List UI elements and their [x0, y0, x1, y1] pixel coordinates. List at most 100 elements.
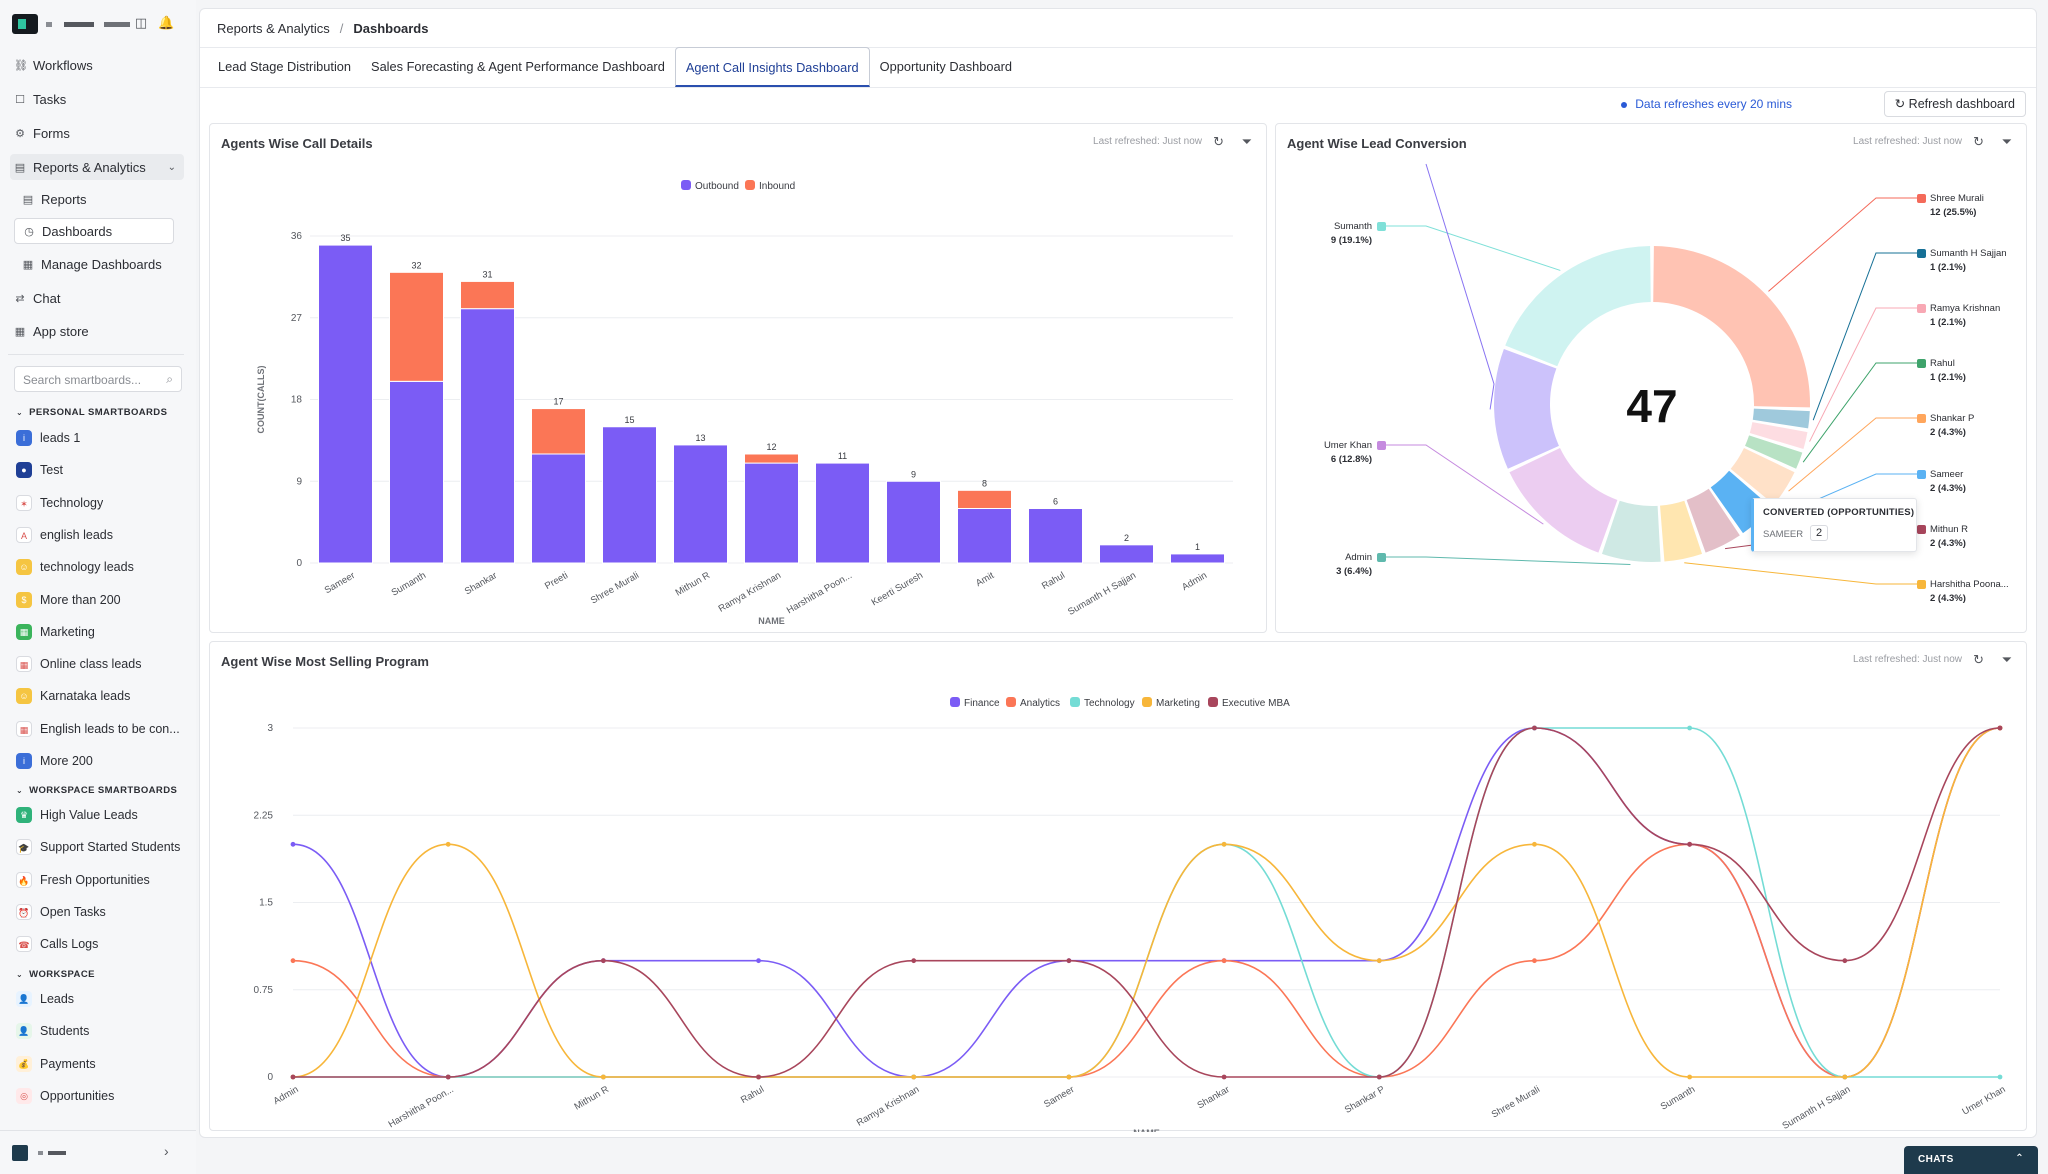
smartboard-search-input[interactable]: Search smartboards... ⌕ — [14, 366, 182, 392]
personal-smartboards-heading[interactable]: ⌄ PERSONAL SMARTBOARDS — [16, 407, 167, 418]
nav-chat[interactable]: ⇄ Chat — [14, 285, 184, 311]
data-point[interactable] — [1221, 1074, 1227, 1080]
workspace-smartboard-item[interactable]: 🔥 Fresh Opportunities — [16, 868, 186, 892]
refresh-dashboard-button[interactable]: ↻ Refresh dashboard — [1883, 91, 2026, 117]
donut-slice[interactable] — [1653, 246, 1810, 408]
data-point[interactable] — [290, 841, 296, 847]
nav-forms[interactable]: ⚙ Forms — [14, 120, 184, 146]
data-point[interactable] — [1532, 725, 1537, 731]
nav-tasks[interactable]: ☐ Tasks — [14, 86, 184, 112]
tab-lead-stage-distribution[interactable]: Lead Stage Distribution — [218, 59, 352, 74]
bar-inbound[interactable] — [460, 280, 515, 310]
personal-smartboard-item[interactable]: ▦ Marketing — [16, 620, 186, 644]
workspace-smartboard-item[interactable]: ♛ High Value Leads — [16, 803, 186, 827]
bar-outbound[interactable] — [1028, 508, 1083, 564]
personal-smartboard-item[interactable]: i leads 1 — [16, 426, 186, 450]
data-point[interactable] — [1376, 958, 1382, 964]
bar-outbound[interactable] — [744, 462, 799, 564]
data-point[interactable] — [911, 1074, 917, 1080]
data-point[interactable] — [756, 958, 761, 964]
bar-outbound[interactable] — [1170, 553, 1225, 564]
bar-outbound[interactable] — [957, 508, 1012, 564]
bar-inbound[interactable] — [744, 453, 799, 464]
tab-agent-call-insights[interactable]: Agent Call Insights Dashboard — [674, 47, 870, 87]
personal-smartboard-item[interactable]: ● Test — [16, 458, 186, 482]
data-point[interactable] — [1687, 841, 1693, 847]
chats-widget[interactable]: CHATS ⌃ — [1904, 1146, 2038, 1174]
personal-smartboard-item[interactable]: $ More than 200 — [16, 588, 186, 612]
filter-icon[interactable]: ⏷ — [1241, 134, 1252, 149]
app-logo[interactable] — [12, 14, 38, 34]
data-point[interactable] — [445, 1074, 451, 1080]
workspace-smartboard-item[interactable]: 🎓 Support Started Students — [16, 835, 186, 859]
workspace-smartboard-item[interactable]: ⏰ Open Tasks — [16, 900, 186, 924]
donut-slice[interactable] — [1752, 408, 1810, 429]
data-point[interactable] — [1532, 841, 1537, 847]
bar-inbound[interactable] — [957, 489, 1012, 510]
personal-smartboard-item[interactable]: i More 200 — [16, 749, 186, 773]
legend-swatch[interactable] — [681, 180, 691, 190]
refresh-icon[interactable]: ↻ — [1973, 652, 1984, 667]
breadcrumb-parent[interactable]: Reports & Analytics — [217, 21, 330, 36]
chevron-down-icon[interactable]: ⌄ — [167, 161, 176, 173]
filter-icon[interactable]: ⏷ — [2001, 134, 2012, 149]
nav-workflows[interactable]: ⛓ Workflows — [14, 52, 184, 78]
nav-manage-dashboards[interactable]: ▦ Manage Dashboards — [22, 251, 182, 277]
data-point[interactable] — [1221, 841, 1227, 847]
donut-slice[interactable] — [1494, 348, 1559, 469]
bar-inbound[interactable] — [531, 408, 586, 455]
data-point[interactable] — [600, 1074, 606, 1080]
data-point[interactable] — [1687, 725, 1693, 731]
data-point[interactable] — [1997, 725, 2003, 731]
workspace-item[interactable]: ◎ Opportunities — [16, 1084, 186, 1108]
personal-smartboard-item[interactable]: ☺ Karnataka leads — [16, 684, 186, 708]
user-footer[interactable]: › — [0, 1130, 196, 1174]
legend-swatch[interactable] — [1070, 697, 1080, 707]
data-point[interactable] — [1842, 958, 1848, 964]
bar-outbound[interactable] — [815, 462, 870, 564]
data-point[interactable] — [1066, 1074, 1072, 1080]
bar-outbound[interactable] — [602, 426, 657, 564]
personal-smartboard-item[interactable]: ☺ technology leads — [16, 555, 186, 579]
personal-smartboard-item[interactable]: ✶ Technology — [16, 491, 186, 515]
workspace-item[interactable]: 💰 Payments — [16, 1052, 186, 1076]
data-point[interactable] — [1997, 1074, 2003, 1080]
data-point[interactable] — [290, 1074, 296, 1080]
filter-icon[interactable]: ⏷ — [2001, 652, 2012, 667]
workspace-item[interactable]: 👤 Students — [16, 1019, 186, 1043]
data-point[interactable] — [1842, 1074, 1848, 1080]
personal-smartboard-item[interactable]: ▦ Online class leads — [16, 652, 186, 676]
donut-slice[interactable] — [1660, 500, 1703, 562]
data-point[interactable] — [911, 958, 917, 964]
refresh-icon[interactable]: ↻ — [1213, 134, 1224, 149]
bar-inbound[interactable] — [389, 271, 444, 382]
legend-swatch[interactable] — [1006, 697, 1016, 707]
donut-slice[interactable] — [1745, 435, 1803, 469]
legend-swatch[interactable] — [950, 697, 960, 707]
series-line-marketing[interactable] — [292, 727, 2001, 1078]
data-point[interactable] — [1687, 1074, 1693, 1080]
nav-dashboards[interactable]: ◷ Dashboards — [14, 218, 174, 244]
data-point[interactable] — [600, 958, 606, 964]
donut-slice[interactable] — [1730, 448, 1795, 505]
bar-outbound[interactable] — [673, 444, 728, 564]
data-point[interactable] — [1221, 958, 1227, 964]
donut-slice[interactable] — [1509, 448, 1618, 553]
donut-slice[interactable] — [1505, 246, 1651, 367]
legend-swatch[interactable] — [1208, 697, 1218, 707]
donut-slice[interactable] — [1601, 500, 1661, 562]
data-point[interactable] — [756, 1074, 761, 1080]
refresh-icon[interactable]: ↻ — [1973, 134, 1984, 149]
workspace-smartboard-item[interactable]: ☎ Calls Logs — [16, 932, 186, 956]
workspace-item[interactable]: 👤 Leads — [16, 987, 186, 1011]
tab-sales-forecasting[interactable]: Sales Forecasting & Agent Performance Da… — [371, 59, 665, 74]
bar-outbound[interactable] — [318, 244, 373, 564]
bar-outbound[interactable] — [1099, 544, 1154, 564]
tab-opportunity-dashboard[interactable]: Opportunity Dashboard — [879, 59, 1012, 74]
bar-outbound[interactable] — [531, 453, 586, 564]
legend-swatch[interactable] — [1142, 697, 1152, 707]
donut-slice[interactable] — [1686, 488, 1740, 553]
bar-outbound[interactable] — [460, 308, 515, 564]
nav-reports[interactable]: ▤ Reports — [22, 186, 182, 212]
donut-slice[interactable] — [1749, 422, 1808, 449]
